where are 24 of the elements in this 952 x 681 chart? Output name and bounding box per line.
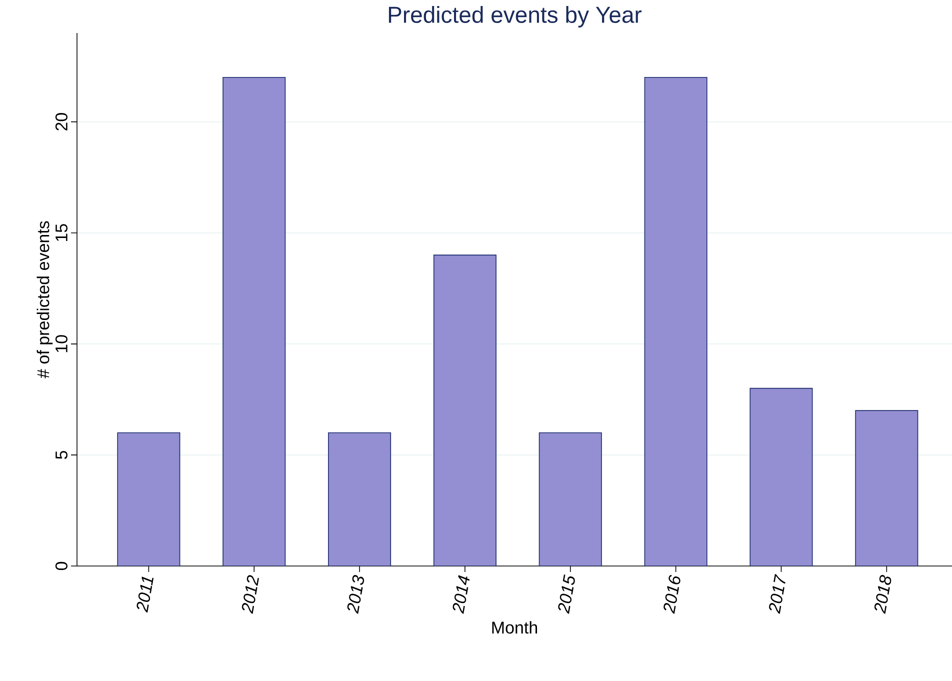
y-axis-title: # of predicted events <box>36 221 53 378</box>
x-tick-label: 2014 <box>452 575 470 614</box>
y-tick-label: 5 <box>56 450 68 459</box>
x-tick-label: 2016 <box>664 574 680 614</box>
x-tick-label: 2018 <box>874 574 892 614</box>
x-tick-label: 2011 <box>136 576 154 613</box>
y-tick-label: 0 <box>55 562 68 570</box>
bar <box>750 388 813 566</box>
x-tick-label: 2013 <box>347 575 364 614</box>
x-tick-label: 2012 <box>242 575 259 614</box>
bar <box>855 410 918 566</box>
x-axis-title: Month <box>492 621 538 634</box>
y-tick-label: 20 <box>55 113 68 130</box>
bar <box>644 77 708 566</box>
chart-title: Predicted events by Year <box>388 6 642 28</box>
y-tick-label: 10 <box>55 335 68 352</box>
x-tick-label: 2017 <box>769 574 786 614</box>
bar <box>328 432 392 566</box>
bar <box>222 77 286 566</box>
x-tick-label: 2015 <box>558 574 575 614</box>
y-tick-label: 15 <box>56 224 68 242</box>
bar <box>433 254 496 566</box>
bar <box>117 432 180 566</box>
bar <box>538 432 602 566</box>
